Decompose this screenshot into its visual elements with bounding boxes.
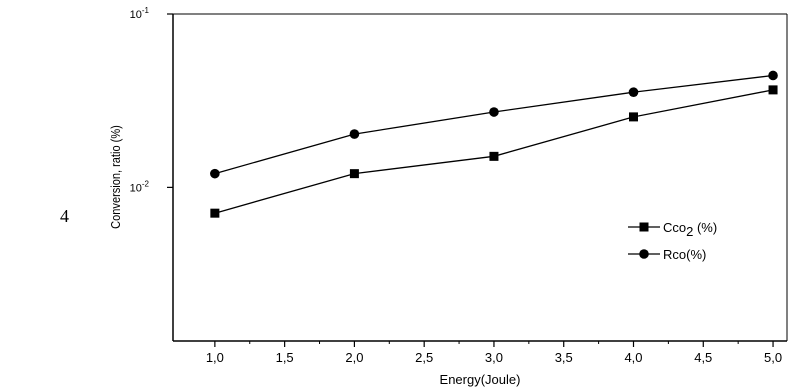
chart-axes (172, 13, 788, 342)
legend-marker-circle (639, 249, 649, 259)
x-tick-label: 5,0 (764, 350, 782, 365)
x-tick-label: 4,0 (624, 350, 642, 365)
y-ticks: 10-1 10-2 (130, 6, 173, 194)
chart-series (210, 70, 778, 218)
x-axis-label: Energy(Joule) (440, 372, 521, 387)
chart-legend: Cco2 (%) Rco(%) (628, 220, 717, 262)
data-point-square (489, 151, 499, 161)
legend-marker-square (639, 222, 649, 232)
data-point-circle (489, 107, 499, 117)
x-tick-label: 4,5 (694, 350, 712, 365)
x-tick-label: 3,5 (555, 350, 573, 365)
data-point-square (210, 208, 220, 218)
x-tick-label: 1,5 (276, 350, 294, 365)
data-point-square (349, 169, 359, 179)
y-tick-label: 10-1 (130, 6, 150, 21)
legend-label: Rco(%) (663, 247, 706, 262)
data-point-circle (628, 87, 639, 97)
x-tick-label: 2,0 (345, 350, 363, 365)
data-point-circle (210, 168, 220, 179)
data-point-square (768, 85, 778, 95)
data-point-circle (768, 70, 778, 81)
y-axis-label: Conversion, ratio (%) (108, 125, 123, 229)
x-ticks: 1,0 1,5 2,0 2,5 3,0 3,5 4,0 4,5 5,0 (206, 341, 782, 365)
x-tick-label: 3,0 (485, 350, 503, 365)
data-point-circle (349, 129, 360, 139)
data-point-square (629, 112, 638, 122)
legend-label: Cco2 (%) (663, 220, 717, 239)
x-tick-label: 2,5 (415, 350, 433, 365)
side-number: 4 (60, 206, 69, 226)
y-tick-label: 10-2 (130, 179, 150, 194)
x-tick-label: 1,0 (206, 350, 224, 365)
